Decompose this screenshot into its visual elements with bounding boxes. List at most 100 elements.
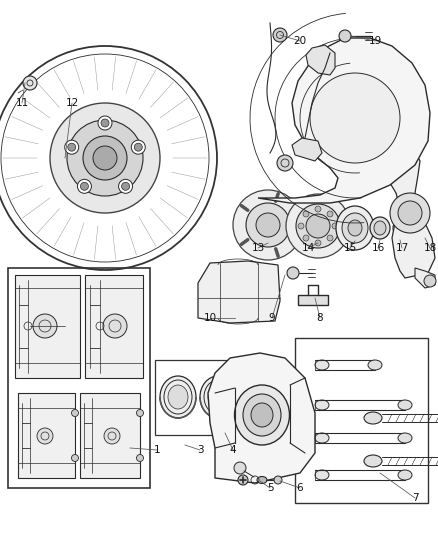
Text: 17: 17: [396, 243, 409, 253]
Circle shape: [273, 28, 287, 42]
Ellipse shape: [364, 455, 382, 467]
Ellipse shape: [251, 403, 273, 427]
Text: 14: 14: [301, 243, 314, 253]
Circle shape: [71, 455, 78, 462]
Text: 18: 18: [424, 243, 437, 253]
Ellipse shape: [257, 477, 267, 483]
Ellipse shape: [368, 360, 382, 370]
Circle shape: [103, 314, 127, 338]
Ellipse shape: [374, 221, 386, 235]
Circle shape: [398, 201, 422, 225]
Text: 15: 15: [343, 243, 357, 253]
Circle shape: [233, 190, 303, 260]
Text: 11: 11: [15, 98, 28, 108]
Circle shape: [234, 462, 246, 474]
Circle shape: [50, 103, 160, 213]
Polygon shape: [15, 275, 80, 378]
Polygon shape: [85, 275, 143, 378]
Text: 10: 10: [203, 313, 216, 323]
Circle shape: [274, 476, 282, 484]
Circle shape: [238, 475, 248, 485]
Ellipse shape: [398, 433, 412, 443]
Circle shape: [81, 182, 88, 190]
Circle shape: [256, 213, 280, 237]
Ellipse shape: [200, 376, 236, 418]
Polygon shape: [208, 353, 315, 483]
Ellipse shape: [336, 206, 374, 250]
Circle shape: [23, 76, 37, 90]
Text: 3: 3: [197, 445, 203, 455]
Ellipse shape: [315, 400, 329, 410]
Text: 12: 12: [65, 98, 79, 108]
Text: 16: 16: [371, 243, 385, 253]
Polygon shape: [155, 360, 283, 435]
Polygon shape: [298, 295, 328, 305]
Circle shape: [332, 223, 338, 229]
Circle shape: [78, 179, 92, 193]
Polygon shape: [295, 338, 428, 503]
Circle shape: [327, 211, 333, 217]
Circle shape: [303, 235, 309, 241]
Circle shape: [83, 136, 127, 180]
Circle shape: [119, 179, 133, 193]
Circle shape: [71, 409, 78, 416]
Circle shape: [413, 133, 423, 143]
Polygon shape: [258, 38, 430, 203]
Polygon shape: [80, 393, 140, 478]
Circle shape: [134, 143, 142, 151]
Ellipse shape: [393, 219, 407, 237]
Polygon shape: [18, 393, 75, 478]
Polygon shape: [388, 148, 435, 278]
Circle shape: [327, 235, 333, 241]
Circle shape: [68, 143, 76, 151]
Polygon shape: [415, 268, 435, 288]
Polygon shape: [306, 45, 335, 75]
Text: 9: 9: [268, 313, 276, 323]
Ellipse shape: [243, 394, 281, 436]
Text: 8: 8: [317, 313, 323, 323]
Circle shape: [277, 155, 293, 171]
Text: 7: 7: [412, 493, 418, 503]
Circle shape: [137, 455, 144, 462]
Circle shape: [67, 120, 143, 196]
Ellipse shape: [315, 433, 329, 443]
Circle shape: [298, 223, 304, 229]
Ellipse shape: [160, 376, 196, 418]
Ellipse shape: [168, 385, 188, 409]
Circle shape: [339, 30, 351, 42]
Text: 4: 4: [230, 445, 237, 455]
Ellipse shape: [398, 400, 412, 410]
Polygon shape: [198, 261, 280, 323]
Ellipse shape: [208, 385, 228, 409]
Text: 1: 1: [154, 445, 160, 455]
Circle shape: [315, 240, 321, 246]
Ellipse shape: [342, 213, 368, 243]
Ellipse shape: [315, 360, 329, 370]
Polygon shape: [400, 130, 425, 153]
Circle shape: [246, 203, 290, 247]
Circle shape: [33, 314, 57, 338]
Circle shape: [424, 275, 436, 287]
Polygon shape: [292, 138, 322, 161]
Circle shape: [287, 267, 299, 279]
Ellipse shape: [248, 385, 268, 409]
Circle shape: [315, 206, 321, 212]
Circle shape: [65, 140, 79, 154]
Ellipse shape: [240, 376, 276, 418]
Circle shape: [137, 409, 144, 416]
Circle shape: [98, 116, 112, 130]
Circle shape: [310, 73, 400, 163]
Circle shape: [390, 193, 430, 233]
Circle shape: [93, 146, 117, 170]
Text: 13: 13: [251, 243, 265, 253]
Text: 5: 5: [267, 483, 273, 493]
Circle shape: [37, 428, 53, 444]
Text: 6: 6: [297, 483, 303, 493]
Polygon shape: [8, 268, 150, 488]
Ellipse shape: [398, 470, 412, 480]
Text: 20: 20: [293, 36, 307, 46]
Ellipse shape: [348, 220, 362, 236]
Circle shape: [296, 204, 340, 248]
Ellipse shape: [234, 385, 290, 445]
Circle shape: [286, 194, 350, 258]
